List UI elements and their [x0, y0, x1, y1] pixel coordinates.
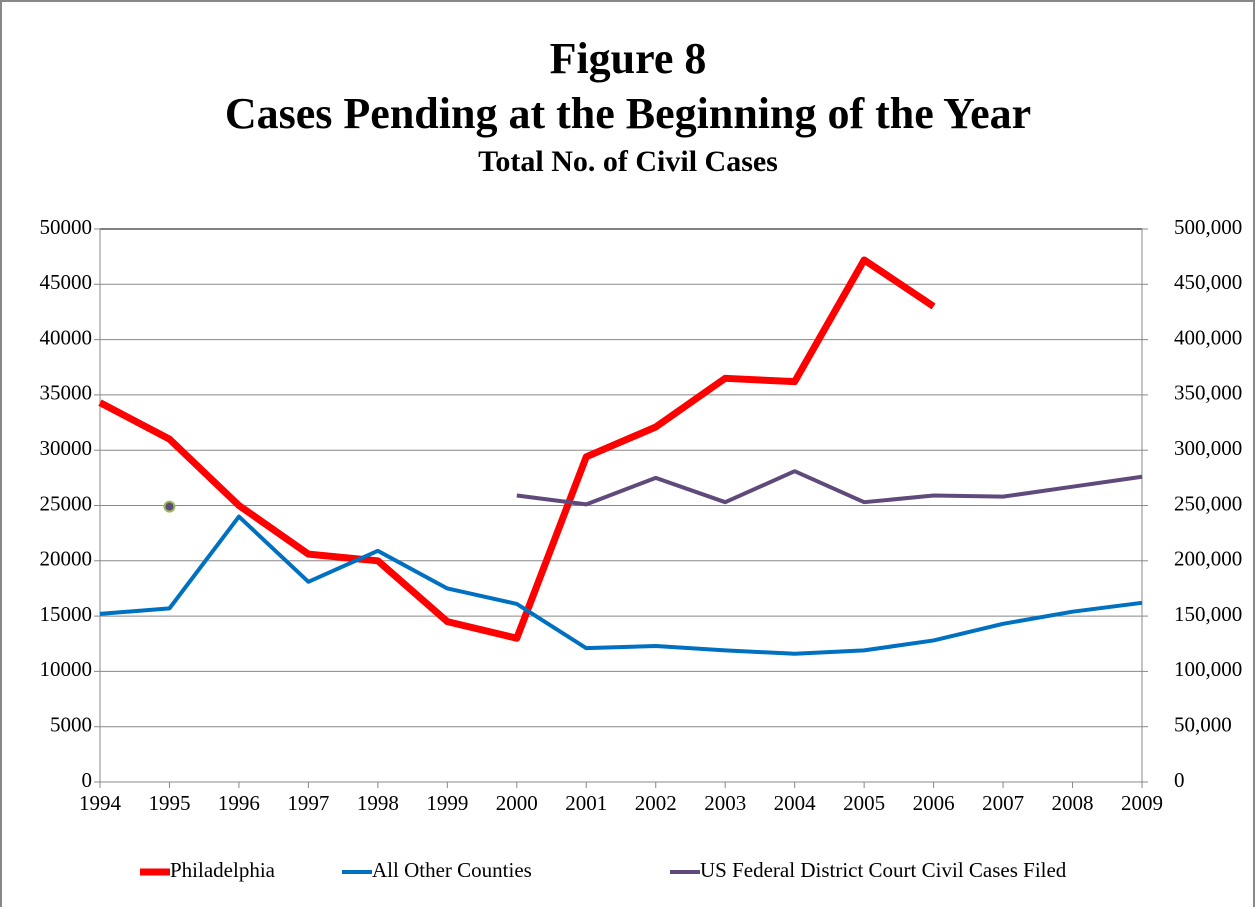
legend-label: All Other Counties — [372, 858, 532, 882]
y-tick-label: 15000 — [40, 602, 93, 626]
data-point — [163, 500, 176, 513]
x-tick-label: 2002 — [635, 791, 677, 815]
legend-label: Philadelphia — [170, 858, 276, 882]
x-tick-label: 2007 — [982, 791, 1024, 815]
chart-subtitle: Cases Pending at the Beginning of the Ye… — [225, 89, 1031, 138]
y2-tick-label: 350,000 — [1174, 381, 1242, 405]
x-tick-label: 1997 — [287, 791, 329, 815]
x-tick-label: 1999 — [426, 791, 468, 815]
y2-tick-label: 250,000 — [1174, 491, 1242, 515]
x-tick-label: 1995 — [148, 791, 190, 815]
x-tick-label: 1994 — [79, 791, 122, 815]
y-tick-label: 20000 — [40, 547, 93, 571]
y2-tick-label: 0 — [1174, 768, 1185, 792]
x-tick-label: 2003 — [704, 791, 746, 815]
line-series — [98, 256, 936, 642]
y-tick-label: 50000 — [40, 215, 93, 239]
x-tick-label: 2008 — [1052, 791, 1094, 815]
x-tick-label: 2001 — [565, 791, 607, 815]
line-series — [99, 514, 1143, 656]
chart-subtitle: Total No. of Civil Cases — [478, 145, 778, 178]
y-tick-label: 10000 — [40, 657, 93, 681]
x-tick-label: 2000 — [496, 791, 538, 815]
x-tick-label: 1996 — [218, 791, 260, 815]
x-tick-label: 1998 — [357, 791, 399, 815]
y2-tick-label: 150,000 — [1174, 602, 1242, 626]
y2-tick-label: 200,000 — [1174, 547, 1242, 571]
x-tick-label: 2005 — [843, 791, 885, 815]
y-tick-label: 40000 — [40, 325, 93, 349]
x-tick-label: 2009 — [1121, 791, 1163, 815]
y2-tick-label: 100,000 — [1174, 657, 1242, 681]
y2-tick-label: 50,000 — [1174, 713, 1232, 737]
y-tick-label: 45000 — [40, 270, 93, 294]
chart-title: Figure 8 — [550, 34, 707, 83]
y-tick-label: 0 — [82, 768, 93, 792]
x-tick-label: 2004 — [774, 791, 817, 815]
y-tick-label: 30000 — [40, 436, 93, 460]
y-tick-label: 25000 — [40, 491, 93, 515]
legend-label: US Federal District Court Civil Cases Fi… — [700, 858, 1067, 882]
y-tick-label: 5000 — [50, 713, 92, 737]
y2-tick-label: 500,000 — [1174, 215, 1242, 239]
y2-tick-label: 300,000 — [1174, 436, 1242, 460]
line-series — [516, 469, 1143, 507]
x-tick-label: 2006 — [913, 791, 955, 815]
y2-tick-label: 450,000 — [1174, 270, 1242, 294]
y-tick-label: 35000 — [40, 381, 93, 405]
y2-tick-label: 400,000 — [1174, 325, 1242, 349]
